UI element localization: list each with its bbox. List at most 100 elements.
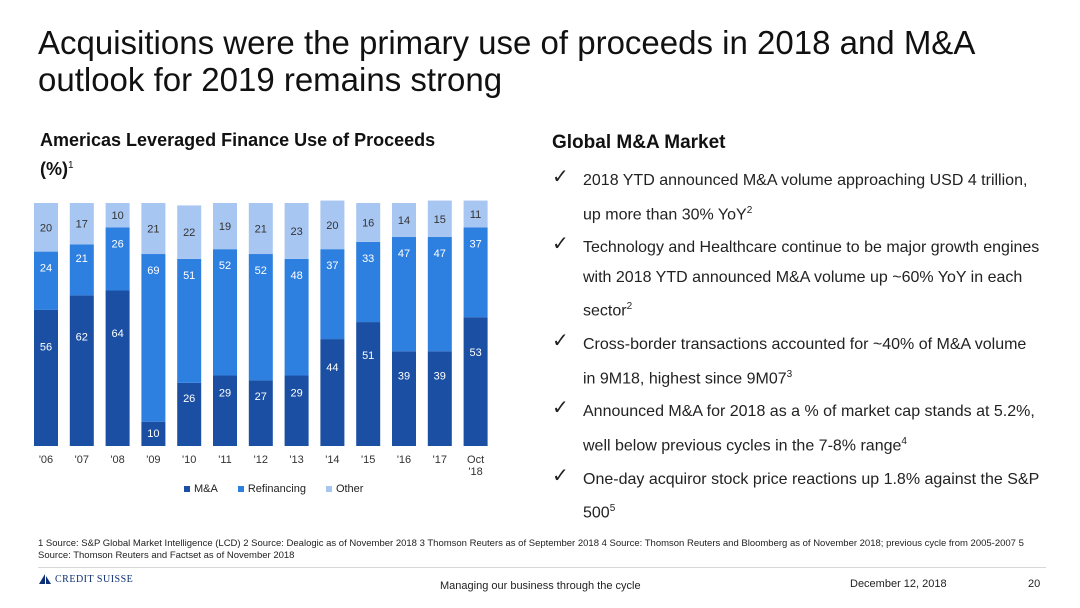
- bar-segment: [177, 382, 202, 446]
- data-label: 22: [183, 227, 195, 239]
- bar-segment: [248, 254, 273, 381]
- mna-bullet-item: ✓ Technology and Healthcare continue to b…: [552, 233, 1042, 326]
- bar-segment: [392, 203, 416, 238]
- chart-legend: M&A Refinancing Other: [184, 483, 363, 495]
- data-label: 52: [255, 265, 267, 277]
- footer-divider: [38, 567, 1046, 568]
- data-label: 62: [76, 332, 88, 344]
- bar-segment: [427, 200, 452, 238]
- chart-title-unit: (%): [40, 159, 68, 179]
- bar-segment: [105, 203, 130, 228]
- bar-segment: [213, 203, 237, 250]
- legend-swatch: [325, 486, 332, 492]
- bar-segment: [34, 251, 58, 310]
- data-label: 48: [290, 270, 302, 282]
- bullet-footnote: 2: [626, 301, 633, 313]
- legend-item: M&A: [184, 483, 218, 495]
- x-tick-label: '16: [397, 454, 411, 466]
- x-tick-label: '07: [75, 454, 89, 466]
- data-label: 23: [290, 226, 302, 238]
- legend-label: Other: [335, 483, 364, 495]
- bar-segment: [427, 237, 452, 352]
- checkmark-icon: ✓: [552, 166, 569, 188]
- data-label: 21: [147, 224, 159, 236]
- data-label: 51: [183, 270, 195, 282]
- bar-segment: [213, 375, 237, 446]
- data-label: 19: [219, 221, 231, 233]
- page-number: 20: [1028, 578, 1041, 590]
- chart-title: Americas Leveraged Finance Use of Procee…: [40, 128, 500, 182]
- data-label: 39: [398, 371, 410, 383]
- data-label: 27: [255, 391, 267, 403]
- data-label: 29: [219, 388, 231, 400]
- data-label: 29: [290, 388, 302, 400]
- page-title: Acquisitions were the primary use of pro…: [38, 24, 974, 98]
- bar-segment: [463, 317, 488, 446]
- bar-segment: [141, 203, 166, 255]
- data-label: 37: [469, 238, 481, 250]
- bar-segment: [69, 244, 94, 296]
- x-tick-label: '08: [110, 454, 124, 466]
- legend-item: Other: [325, 483, 364, 495]
- mna-bullet-text: Cross-border transactions accounted for …: [583, 336, 1027, 387]
- legend-swatch: [184, 486, 190, 492]
- bar-segment: [284, 258, 309, 376]
- bar-segment: [34, 309, 58, 446]
- x-tick-label: '15: [361, 454, 375, 466]
- legend-label: M&A: [194, 483, 218, 495]
- bar-segment: [34, 203, 58, 252]
- bar-segment: [320, 249, 345, 340]
- data-label: 26: [111, 238, 123, 250]
- data-label: 16: [362, 217, 374, 229]
- data-label: 47: [434, 248, 446, 260]
- bar-segment: [320, 339, 345, 446]
- checkmark-icon: ✓: [552, 233, 569, 256]
- mna-bullet-text: One-day acquiror stock price reactions u…: [583, 470, 1039, 522]
- mna-bullet-item: ✓ Announced M&A for 2018 as a % of market…: [552, 397, 1042, 460]
- bar-segment: [141, 254, 166, 422]
- checkmark-icon: ✓: [552, 397, 569, 420]
- data-label: 39: [434, 371, 446, 383]
- chart-title-text: Americas Leveraged Finance Use of Procee…: [40, 130, 436, 150]
- data-label: 51: [362, 350, 374, 362]
- legend-label: Refinancing: [247, 483, 306, 495]
- x-tick-label: '10: [182, 454, 196, 466]
- legend-swatch: [237, 486, 244, 492]
- data-label: 10: [147, 428, 159, 440]
- mna-bullet-list: ✓ 2018 YTD announced M&A volume approachi…: [552, 166, 1042, 532]
- footer-date: December 12, 2018: [850, 578, 947, 590]
- bar-segment: [141, 421, 166, 446]
- bar-segment: [463, 200, 488, 228]
- footnotes: 1 Source: S&P Global Market Intelligence…: [38, 538, 1024, 561]
- bar-segment: [248, 203, 273, 255]
- checkmark-icon: ✓: [552, 464, 569, 487]
- mna-bullet-item: ✓ 2018 YTD announced M&A volume approachi…: [552, 166, 1042, 229]
- checkmark-icon: ✓: [552, 330, 569, 353]
- data-label: 17: [76, 219, 88, 231]
- mna-heading: Global M&A Market: [552, 132, 726, 153]
- data-label: 21: [76, 253, 88, 265]
- data-label: 11: [470, 209, 481, 221]
- bar-segment: [248, 380, 273, 446]
- bullet-footnote: 4: [901, 435, 907, 447]
- data-label: 10: [111, 210, 123, 222]
- x-tick-label: '11: [218, 454, 232, 466]
- credit-suisse-logo: CREDIT SUISSE: [38, 573, 133, 585]
- x-tick-label: '14: [325, 454, 339, 466]
- x-tick-label: '18: [468, 466, 482, 478]
- mna-bullet-text: 2018 YTD announced M&A volume approachin…: [583, 172, 1028, 223]
- x-tick-label: Oct: [467, 454, 484, 466]
- data-label: 14: [398, 215, 410, 227]
- bar-segment: [356, 203, 381, 242]
- data-label: 15: [434, 214, 446, 226]
- bullet-footnote: 2: [746, 204, 753, 216]
- data-label: 33: [362, 253, 374, 265]
- mna-bullet-item: ✓ One-day acquiror stock price reactions …: [552, 465, 1042, 528]
- footer-tagline: Managing our business through the cycle: [440, 580, 641, 592]
- bar-segment: [177, 205, 202, 259]
- bar-segment: [284, 375, 309, 446]
- data-label: 69: [147, 265, 159, 277]
- bar-segment: [463, 227, 488, 318]
- bar-segment: [284, 203, 309, 259]
- mna-bullet-item: ✓ Cross-border transactions accounted for…: [552, 330, 1042, 393]
